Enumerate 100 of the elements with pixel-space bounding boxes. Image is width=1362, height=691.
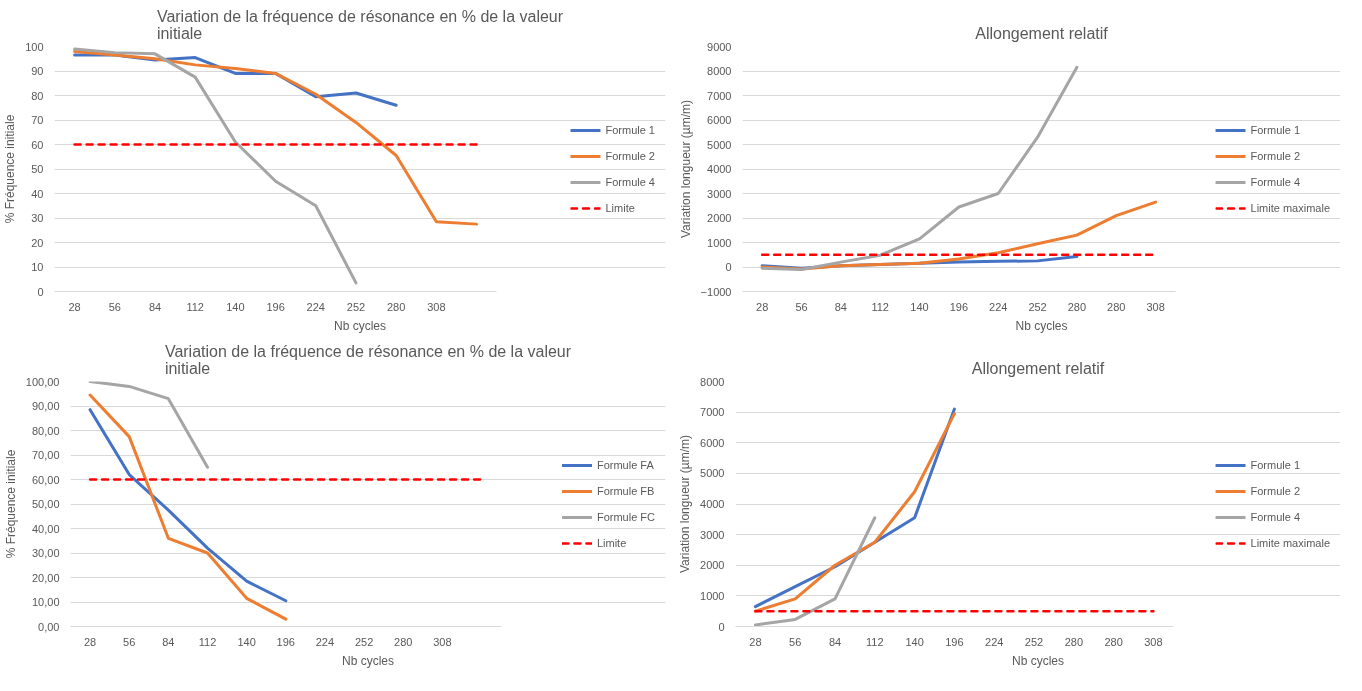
x-tick-label: 84 [828,635,842,648]
y-tick-label: 10,00 [31,596,60,608]
legend-label: Formule 1 [605,123,655,136]
x-tick-label: 84 [148,300,162,313]
y-tick-label: 4000 [700,498,725,510]
y-tick-label: 90,00 [31,400,60,412]
y-tick-label: 2000 [700,559,725,572]
y-tick-label: 9000 [707,40,732,53]
x-tick-label: 56 [123,635,136,648]
x-tick-label: 308 [433,635,452,648]
y-tick-label: 4000 [707,163,732,175]
x-tick-label: 112 [186,300,204,313]
legend-label: Formule FB [596,484,655,497]
y-tick-label: 40 [31,187,44,200]
legend-label: Formule FA [596,458,654,471]
y-tick-label: 3000 [700,528,725,541]
legend-label: Formule FC [596,510,655,523]
x-tick-label: 28 [68,300,81,313]
legend-label: Formule 4 [605,175,655,188]
y-tick-label: 40,00 [31,522,60,535]
chart-title: Variation de la fréquence de résonance en % de la valeur initiale [164,342,572,377]
y-tick-label: 7000 [700,406,725,419]
legend-label: Limite [596,536,627,549]
x-tick-label: 84 [834,300,847,313]
legend-label: Limite maximale [1250,536,1330,549]
x-tick-label: 252 [354,635,374,648]
y-axis-title: % Fréquence initiale [3,114,18,224]
chart-title: Variation de la fréquence de résonance en % de la valeur initiale [156,7,564,42]
x-tick-label: 224 [306,300,325,313]
x-tick-label: 308 [1146,300,1165,313]
y-tick-label: 60 [31,138,44,151]
y-tick-label: 20,00 [31,571,60,584]
y-tick-label: 1000 [700,589,725,602]
y-tick-label: 7000 [707,89,732,102]
x-tick-label: 196 [949,300,969,313]
y-tick-label: 80,00 [31,424,60,437]
x-tick-label: 56 [795,300,808,313]
x-tick-label: 112 [198,635,217,648]
x-tick-label: 112 [866,635,884,648]
y-tick-label: 60,00 [31,473,60,486]
legend-label: Limite [605,201,635,214]
x-tick-label: 280 [394,635,413,648]
y-tick-label: 80 [31,89,44,102]
y-tick-label: 30 [31,212,44,224]
x-tick-label: 56 [108,300,121,313]
x-tick-label: 28 [756,300,769,313]
x-tick-label: 280 [1067,300,1087,313]
y-tick-label: 6000 [700,436,725,449]
x-axis-title: Nb cycles [333,318,387,333]
y-tick-label: 10 [31,261,44,273]
y-tick-label: −1000 [700,285,732,298]
y-tick-label: 1000 [707,236,732,249]
y-tick-label: 70,00 [31,449,60,461]
y-tick-label: 100,00 [25,375,60,388]
x-tick-label: 196 [266,300,285,313]
y-tick-label: 20 [31,236,44,249]
y-tick-label: 50,00 [31,498,60,510]
legend-label: Formule 4 [1250,175,1301,188]
legend-label: Formule 1 [1250,123,1301,136]
x-tick-label: 224 [985,635,1004,648]
x-tick-label: 308 [1144,635,1163,648]
legend-label: Formule 4 [1250,510,1301,523]
x-tick-label: 84 [162,635,175,648]
legend-label: Formule 2 [605,149,655,162]
x-axis-title: Nb cycles [1015,318,1068,333]
y-axis-title: Variation longueur (µm/m) [678,434,693,574]
y-axis-title: Variation longueur (µm/m) [678,99,693,239]
x-axis-title: Nb cycles [341,653,395,668]
x-tick-label: 280 [387,300,406,313]
x-tick-label: 112 [871,300,889,313]
y-tick-label: 30,00 [31,547,60,559]
x-tick-label: 224 [989,300,1008,313]
y-axis-title: % Fréquence initiale [3,449,18,559]
y-tick-label: 5000 [700,467,725,480]
y-tick-label: 3000 [707,187,732,200]
legend-label: Limite maximale [1250,201,1330,214]
y-tick-label: 0 [725,261,732,273]
x-tick-label: 196 [276,635,295,648]
legend-label: Formule 2 [1250,484,1301,497]
y-tick-label: 90 [31,65,44,77]
y-tick-label: 100 [25,40,44,53]
x-axis-title: Nb cycles [1011,653,1065,668]
x-tick-label: 252 [1024,635,1044,648]
x-tick-label: 252 [346,300,366,313]
chart-title: Allongement relatif [971,359,1105,377]
x-tick-label: 196 [945,635,964,648]
x-tick-label: 280 [1107,300,1126,313]
x-tick-label: 56 [789,635,802,648]
legend-label: Formule 2 [1250,149,1301,162]
legend-label: Formule 1 [1250,458,1301,471]
x-tick-label: 280 [1104,635,1123,648]
x-tick-label: 308 [427,300,446,313]
y-tick-label: 50 [31,163,44,175]
chart-title: Allongement relatif [975,24,1109,42]
y-tick-label: 2000 [707,212,732,224]
x-tick-label: 140 [237,635,256,648]
y-tick-label: 8000 [707,65,732,77]
y-tick-label: 0 [718,620,725,633]
x-tick-label: 28 [83,635,97,648]
x-tick-label: 280 [1064,635,1084,648]
